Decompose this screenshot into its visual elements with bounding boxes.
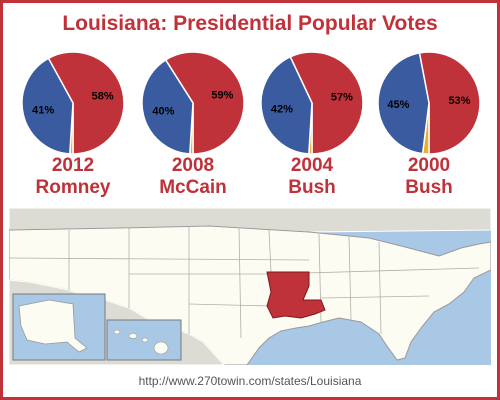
pie-slice-democrat bbox=[260, 55, 313, 155]
alaska-shape bbox=[18, 299, 88, 353]
pie-charts: 58% 41% 59% 40% 57% 42% 53% 45% bbox=[21, 51, 481, 155]
pie-slice-democrat bbox=[141, 58, 194, 155]
pie-chart-2000: 53% 45% bbox=[377, 51, 481, 155]
pie-caption-2004: 2004 Bush bbox=[252, 155, 372, 199]
pie-slice-label: 41% bbox=[32, 105, 54, 117]
pie-slice-label: 53% bbox=[448, 95, 470, 107]
pie-candidate: Romney bbox=[35, 177, 111, 198]
us-map bbox=[9, 208, 491, 365]
pie-candidate: Bush bbox=[288, 177, 336, 198]
pie-slice-label: 45% bbox=[387, 99, 409, 111]
pie-slice-republican bbox=[289, 51, 364, 155]
pie-candidate: McCain bbox=[159, 177, 227, 198]
pie-slice-label: 57% bbox=[331, 91, 353, 103]
pie-slice-republican bbox=[418, 51, 481, 155]
pie-caption-2008: 2008 McCain bbox=[133, 155, 253, 199]
source-url[interactable]: http://www.270towin.com/states/Louisiana bbox=[138, 374, 362, 388]
pie-chart-2012: 58% 41% bbox=[21, 51, 125, 155]
pie-year: 2004 bbox=[290, 155, 334, 176]
pie-chart-2008: 59% 40% bbox=[141, 51, 245, 155]
pie-slice-democrat bbox=[21, 57, 74, 155]
hawaii-shape bbox=[113, 329, 169, 355]
pie-candidate: Bush bbox=[405, 177, 453, 198]
louisiana-state bbox=[266, 271, 326, 319]
pie-slice-label: 40% bbox=[152, 106, 174, 118]
pie-caption-2012: 2012 Romney bbox=[13, 155, 133, 199]
pie-caption-2000: 2000 Bush bbox=[369, 155, 489, 199]
pie-year: 2000 bbox=[407, 155, 451, 176]
pie-chart-2004: 57% 42% bbox=[260, 51, 364, 155]
pie-slice-democrat bbox=[377, 52, 430, 155]
pie-slice-label: 59% bbox=[211, 89, 233, 101]
pie-year: 2008 bbox=[171, 155, 215, 176]
pie-slice-label: 58% bbox=[92, 90, 114, 102]
pie-slice-republican bbox=[47, 51, 125, 155]
pie-slice-label: 42% bbox=[271, 104, 293, 116]
pie-slice-republican bbox=[164, 51, 245, 155]
page-title: Louisiana: Presidential Popular Votes bbox=[62, 12, 438, 35]
state-borders bbox=[9, 226, 480, 339]
pie-year: 2012 bbox=[51, 155, 95, 176]
